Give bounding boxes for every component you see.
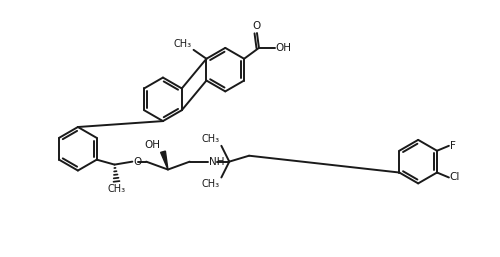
Text: CH₃: CH₃: [202, 179, 220, 189]
Text: NH: NH: [208, 157, 224, 167]
Polygon shape: [160, 151, 168, 170]
Text: Cl: Cl: [450, 172, 460, 182]
Text: CH₃: CH₃: [202, 134, 220, 144]
Text: CH₃: CH₃: [108, 184, 126, 194]
Text: O: O: [253, 21, 261, 31]
Text: OH: OH: [276, 43, 292, 53]
Text: O: O: [134, 157, 141, 167]
Text: CH₃: CH₃: [174, 39, 192, 49]
Text: F: F: [450, 141, 456, 151]
Text: OH: OH: [144, 140, 160, 150]
